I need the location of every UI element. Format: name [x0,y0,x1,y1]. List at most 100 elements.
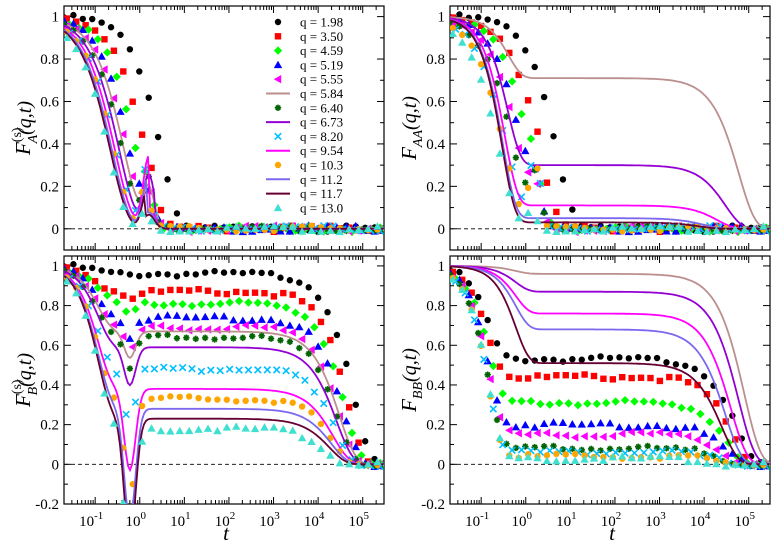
data-point [542,428,551,438]
data-point [261,289,268,297]
legend-marker [274,161,282,169]
data-point [700,373,708,380]
data-point [581,371,588,378]
data-point [543,179,551,186]
data-point [531,167,538,174]
data-point [475,329,482,337]
data-point [666,373,673,381]
data-point [110,288,118,295]
data-point [506,373,513,381]
data-point [644,354,651,362]
data-point [618,429,626,438]
data-point [184,426,194,435]
data-point [700,450,708,457]
data-point [550,133,557,140]
data-point [681,423,690,431]
data-point [470,316,479,324]
data-point [244,298,253,307]
data-point [625,225,633,233]
data-point [269,221,279,230]
data-point [730,460,740,468]
data-point [721,227,730,236]
data-point [677,403,686,413]
x-axis-label: t [223,521,230,542]
data-point [719,227,727,235]
data-point [82,271,89,279]
data-point [232,222,241,230]
data-point [476,75,486,83]
data-point [195,394,202,402]
data-point [258,332,265,340]
data-point [286,338,294,345]
data-point [522,47,529,54]
data-point [553,208,560,216]
data-point [523,430,532,439]
data-point [674,429,682,439]
panel-bottom-left: -0.2 0 0.2 0.4 0.6 0.8 1 10-1 100 101 102 103 104 105… [10,255,385,542]
data-point [477,22,485,30]
data-point [64,16,69,24]
data-point [536,399,545,409]
data-point [484,16,491,23]
y-tick-label: 0.6 [426,338,445,354]
data-point [655,428,664,437]
data-point [279,424,288,433]
data-point [616,226,623,233]
x-tick-label: 10-1 [465,510,489,530]
data-point [176,393,183,401]
data-point [272,301,281,310]
data-point [233,398,240,405]
data-point [624,423,634,431]
y-tick-label: 0.2 [40,418,59,434]
data-point [98,19,105,26]
data-point [100,65,108,74]
data-point [333,331,341,339]
data-point [216,299,225,309]
data-point [254,366,262,374]
data-point [709,433,718,441]
data-point [597,447,604,454]
series-line-6.73 [450,265,770,465]
data-point [147,216,156,225]
data-point [157,394,165,402]
data-point [534,128,541,135]
y-tick-label: 0.4 [426,137,445,153]
data-point [464,290,474,299]
data-point [683,432,692,441]
data-point [210,311,219,320]
data-point [618,222,627,230]
panel-top-left: 0 0.2 0.4 0.6 0.8 1 F(s)A(q,t) q = 1.98q = 3.50… [10,5,385,251]
data-point [702,459,712,467]
data-point [533,428,541,438]
data-point [326,451,335,459]
data-point [712,445,720,454]
legend-label: q = 4.59 [300,43,343,58]
data-point [646,452,655,460]
data-point [580,432,588,441]
data-point [608,431,617,441]
data-point [561,431,569,440]
data-point [672,361,680,368]
data-point [178,299,187,309]
data-point [138,290,146,297]
data-point [759,457,768,466]
data-point [260,222,269,230]
data-point [702,227,712,235]
data-point [561,227,570,235]
data-point [241,320,249,330]
data-point [487,339,494,347]
data-point [183,270,190,278]
series-line-11.2 [450,265,770,466]
data-point [335,458,344,467]
data-point [653,354,661,362]
data-point [153,312,163,320]
data-point [498,52,507,62]
data-point [307,345,315,354]
data-point [561,456,570,464]
data-point [230,335,237,342]
data-point [768,225,770,227]
data-point [562,372,569,379]
data-point [596,418,605,427]
data-point [730,225,740,233]
data-point [694,381,701,389]
